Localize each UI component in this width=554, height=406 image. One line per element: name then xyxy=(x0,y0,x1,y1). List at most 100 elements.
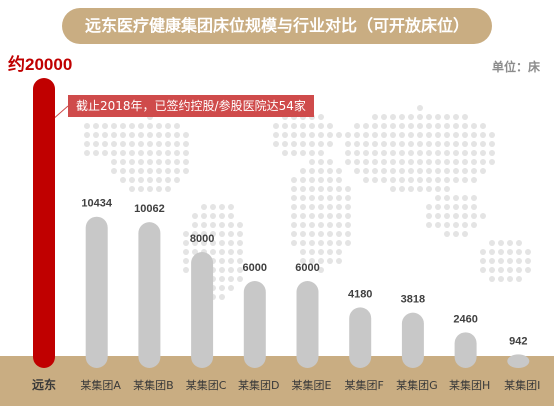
map-dot-255 xyxy=(399,186,405,192)
map-dot-77 xyxy=(399,132,405,138)
map-dot-430 xyxy=(219,294,225,300)
category-labels: 远东 某集团A 某集团B 某集团C 某集团D 某集团E 某集团F 某集团G 某集团H 某集团I xyxy=(32,377,540,392)
map-dot-291 xyxy=(201,213,207,219)
map-dot-239 xyxy=(453,177,459,183)
map-dot-297 xyxy=(309,213,315,219)
map-dot-348 xyxy=(210,240,216,246)
map-dot-308 xyxy=(480,213,486,219)
map-dot-205 xyxy=(390,168,396,174)
map-dot-281 xyxy=(327,204,333,210)
map-dot-121 xyxy=(471,141,477,147)
map-dot-32 xyxy=(300,123,306,129)
map-dot-324 xyxy=(444,222,450,228)
map-dot-386 xyxy=(228,258,234,264)
map-dot-38 xyxy=(372,123,378,129)
map-dot-331 xyxy=(210,231,216,237)
map-dot-198 xyxy=(318,168,324,174)
map-dot-213 xyxy=(462,168,468,174)
map-dot-202 xyxy=(363,168,369,174)
map-dot-201 xyxy=(354,168,360,174)
map-dot-260 xyxy=(444,186,450,192)
map-dot-52 xyxy=(93,132,99,138)
map-dot-318 xyxy=(318,222,324,228)
map-dot-326 xyxy=(462,222,468,228)
map-dot-115 xyxy=(417,141,423,147)
map-dot-344 xyxy=(462,231,468,237)
map-dot-363 xyxy=(183,249,189,255)
value-label-6: 4180 xyxy=(348,288,372,300)
map-dot-200 xyxy=(336,168,342,174)
map-dot-84 xyxy=(462,132,468,138)
map-dot-36 xyxy=(354,123,360,129)
map-dot-13 xyxy=(426,114,432,120)
map-dot-174 xyxy=(381,159,387,165)
map-dot-224 xyxy=(300,177,306,183)
map-dot-150 xyxy=(426,150,432,156)
map-dot-134 xyxy=(174,150,180,156)
map-dot-103 xyxy=(300,141,306,147)
map-dot-257 xyxy=(417,186,423,192)
map-dot-219 xyxy=(147,177,153,183)
map-dot-24 xyxy=(138,123,144,129)
map-dot-418 xyxy=(237,276,243,282)
map-dot-268 xyxy=(435,195,441,201)
map-dot-107 xyxy=(345,141,351,147)
map-dot-394 xyxy=(489,258,495,264)
map-dot-75 xyxy=(381,132,387,138)
map-dot-295 xyxy=(291,213,297,219)
map-dot-353 xyxy=(300,240,306,246)
map-dot-185 xyxy=(480,159,486,165)
map-dot-42 xyxy=(408,123,414,129)
map-dot-342 xyxy=(444,231,450,237)
category-label-0: 远东 xyxy=(32,377,56,392)
map-dot-14 xyxy=(435,114,441,120)
map-dot-279 xyxy=(309,204,315,210)
map-dot-168 xyxy=(318,159,324,165)
map-dot-349 xyxy=(219,240,225,246)
map-dot-283 xyxy=(345,204,351,210)
map-dot-54 xyxy=(111,132,117,138)
map-dot-23 xyxy=(129,123,135,129)
map-dot-190 xyxy=(138,168,144,174)
map-dot-187 xyxy=(111,168,117,174)
bar-2 xyxy=(138,222,161,368)
map-dot-381 xyxy=(183,258,189,264)
map-dot-148 xyxy=(408,150,414,156)
map-dot-160 xyxy=(129,159,135,165)
map-dot-354 xyxy=(309,240,315,246)
map-dot-358 xyxy=(345,240,351,246)
map-dot-123 xyxy=(489,141,495,147)
map-dot-265 xyxy=(327,195,333,201)
map-dot-405 xyxy=(237,267,243,273)
map-dot-403 xyxy=(219,267,225,273)
map-dot-357 xyxy=(336,240,342,246)
map-dot-104 xyxy=(309,141,315,147)
map-dot-237 xyxy=(435,177,441,183)
map-dot-290 xyxy=(192,213,198,219)
unit-label: 单位：床 xyxy=(491,60,540,74)
map-dot-61 xyxy=(174,132,180,138)
map-dot-266 xyxy=(336,195,342,201)
map-dot-157 xyxy=(489,150,495,156)
map-dot-91 xyxy=(111,141,117,147)
map-dot-101 xyxy=(282,141,288,147)
map-dot-333 xyxy=(228,231,234,237)
map-dot-307 xyxy=(471,213,477,219)
map-dot-369 xyxy=(237,249,243,255)
map-dot-280 xyxy=(318,204,324,210)
map-dot-66 xyxy=(300,132,306,138)
map-dot-359 xyxy=(489,240,495,246)
map-dot-273 xyxy=(201,204,207,210)
map-dot-208 xyxy=(417,168,423,174)
map-dot-278 xyxy=(300,204,306,210)
value-label-3: 8000 xyxy=(190,233,214,245)
map-dot-45 xyxy=(435,123,441,129)
map-dot-183 xyxy=(462,159,468,165)
map-dot-188 xyxy=(120,168,126,174)
map-dot-7 xyxy=(372,114,378,120)
map-dot-136 xyxy=(282,150,288,156)
map-dot-264 xyxy=(318,195,324,201)
map-dot-197 xyxy=(309,168,315,174)
map-dot-298 xyxy=(318,213,324,219)
map-dot-227 xyxy=(327,177,333,183)
